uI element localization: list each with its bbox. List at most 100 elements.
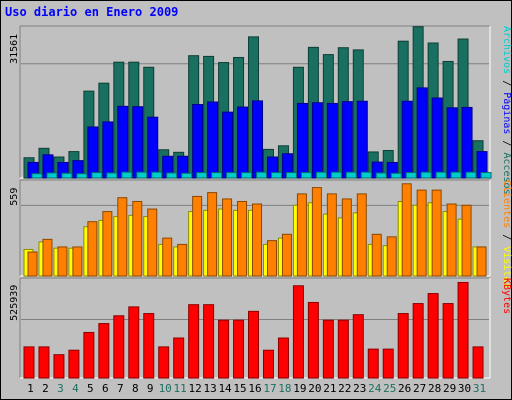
bar-archivos-day-20 <box>315 171 327 179</box>
x-tick-label-day-17: 17 <box>263 382 276 395</box>
bar-archivos-day-6 <box>106 172 118 179</box>
x-tick-label-day-9: 9 <box>147 382 154 395</box>
bar-clientes-day-8 <box>132 200 143 277</box>
bar-archivos-day-18 <box>285 172 297 179</box>
bar-kbytes-day-1 <box>23 346 35 379</box>
bar-clientes-day-31 <box>476 246 487 277</box>
bar-clientes-day-17 <box>266 240 277 277</box>
bar-pginas-day-16 <box>252 100 264 179</box>
bar-kbytes-day-28 <box>427 293 439 379</box>
x-tick-label-day-26: 26 <box>398 382 411 395</box>
bar-kbytes-day-15 <box>233 319 245 379</box>
x-tick-label-day-18: 18 <box>278 382 291 395</box>
bar-kbytes-day-9 <box>143 313 155 379</box>
bar-pginas-day-7 <box>117 105 129 179</box>
bar-clientes-day-24 <box>371 233 382 277</box>
bar-pginas-day-19 <box>296 102 308 179</box>
bar-pginas-day-13 <box>207 101 219 179</box>
x-tick-label-day-23: 23 <box>353 382 366 395</box>
x-tick-label-day-19: 19 <box>293 382 306 395</box>
bar-archivos-day-10 <box>166 172 178 179</box>
x-tick-label-day-6: 6 <box>102 382 109 395</box>
bar-pginas-day-15 <box>237 106 249 179</box>
bar-clientes-day-16 <box>252 203 263 277</box>
bar-archivos-day-11 <box>181 172 193 179</box>
bar-clientes-day-2 <box>42 238 53 277</box>
legend-pginas: Páginas <box>501 92 512 134</box>
bar-clientes-day-26 <box>401 183 412 277</box>
bar-pginas-day-28 <box>431 97 443 179</box>
legend-separator: / <box>501 228 512 246</box>
bar-kbytes-day-17 <box>262 349 274 379</box>
x-tick-label-day-10: 10 <box>159 382 172 395</box>
bar-kbytes-day-31 <box>472 346 484 379</box>
bar-clientes-day-22 <box>341 198 352 277</box>
bar-pginas-day-12 <box>192 104 204 179</box>
bar-archivos-day-22 <box>345 171 357 179</box>
bar-kbytes-day-3 <box>53 354 65 379</box>
bar-pginas-day-6 <box>102 121 114 179</box>
bar-pginas-day-22 <box>341 101 353 179</box>
bar-archivos-day-4 <box>76 173 88 179</box>
x-tick-label-day-4: 4 <box>72 382 79 395</box>
bar-kbytes-day-26 <box>397 313 409 379</box>
legend-visitas: Visitas <box>501 246 512 288</box>
x-tick-label-day-28: 28 <box>428 382 441 395</box>
x-tick-label-day-20: 20 <box>308 382 321 395</box>
bar-clientes-day-10 <box>162 237 173 277</box>
bar-pginas-day-5 <box>87 126 99 179</box>
x-tick-label-day-5: 5 <box>87 382 94 395</box>
bar-archivos-day-29 <box>450 171 462 179</box>
x-tick-label-day-3: 3 <box>57 382 64 395</box>
x-tick-label-day-1: 1 <box>27 382 34 395</box>
x-tick-label-day-31: 31 <box>473 382 486 395</box>
bar-kbytes-day-7 <box>113 315 125 379</box>
bar-clientes-day-14 <box>222 198 233 277</box>
bar-archivos-day-15 <box>241 172 253 179</box>
bar-clientes-day-21 <box>326 193 337 277</box>
bar-clientes-day-30 <box>461 204 472 277</box>
bar-archivos-day-12 <box>196 172 208 179</box>
x-tick-label-day-7: 7 <box>117 382 124 395</box>
bar-kbytes-day-27 <box>412 303 424 379</box>
legend-archivos: Archivos <box>501 26 512 74</box>
bar-archivos-day-17 <box>270 172 282 179</box>
bar-clientes-day-20 <box>311 187 322 277</box>
bar-kbytes-day-4 <box>68 349 80 379</box>
bar-archivos-day-21 <box>330 171 342 179</box>
bar-kbytes-day-30 <box>457 281 469 379</box>
x-tick-label-day-21: 21 <box>323 382 336 395</box>
bar-archivos-day-13 <box>211 172 223 179</box>
bar-archivos-day-3 <box>61 172 73 179</box>
x-tick-label-day-24: 24 <box>368 382 382 395</box>
bar-clientes-day-1 <box>27 251 38 277</box>
bar-kbytes-day-23 <box>352 314 364 379</box>
x-tick-label-day-15: 15 <box>233 382 246 395</box>
bar-clientes-day-5 <box>87 221 98 277</box>
bar-pginas-day-29 <box>446 107 458 179</box>
bar-kbytes-day-16 <box>248 310 260 379</box>
bar-clientes-day-12 <box>192 195 203 277</box>
bar-archivos-day-16 <box>256 171 268 179</box>
bar-archivos-day-30 <box>465 171 477 179</box>
x-tick-label-day-25: 25 <box>383 382 396 395</box>
bar-kbytes-day-19 <box>292 285 304 379</box>
bar-pginas-day-8 <box>132 106 144 179</box>
bar-clientes-day-3 <box>57 246 68 277</box>
bar-pginas-day-20 <box>311 102 323 179</box>
chart-title: Uso diario en Enero 2009 <box>5 5 179 19</box>
bar-kbytes-day-8 <box>128 306 140 379</box>
bar-clientes-day-11 <box>177 243 188 277</box>
panel-1-legend: Archivos / Páginas / Accesos <box>501 26 512 195</box>
bar-clientes-day-18 <box>281 233 292 277</box>
bar-clientes-day-9 <box>147 208 158 277</box>
bar-kbytes-day-24 <box>367 348 379 379</box>
bar-archivos-day-19 <box>300 172 312 179</box>
bar-kbytes-day-22 <box>337 319 349 379</box>
x-tick-label-day-14: 14 <box>218 382 232 395</box>
x-tick-label-day-22: 22 <box>338 382 351 395</box>
bar-kbytes-day-18 <box>277 337 289 379</box>
bar-clientes-day-28 <box>431 189 442 277</box>
x-tick-label-day-27: 27 <box>413 382 426 395</box>
bar-archivos-day-14 <box>226 172 238 179</box>
